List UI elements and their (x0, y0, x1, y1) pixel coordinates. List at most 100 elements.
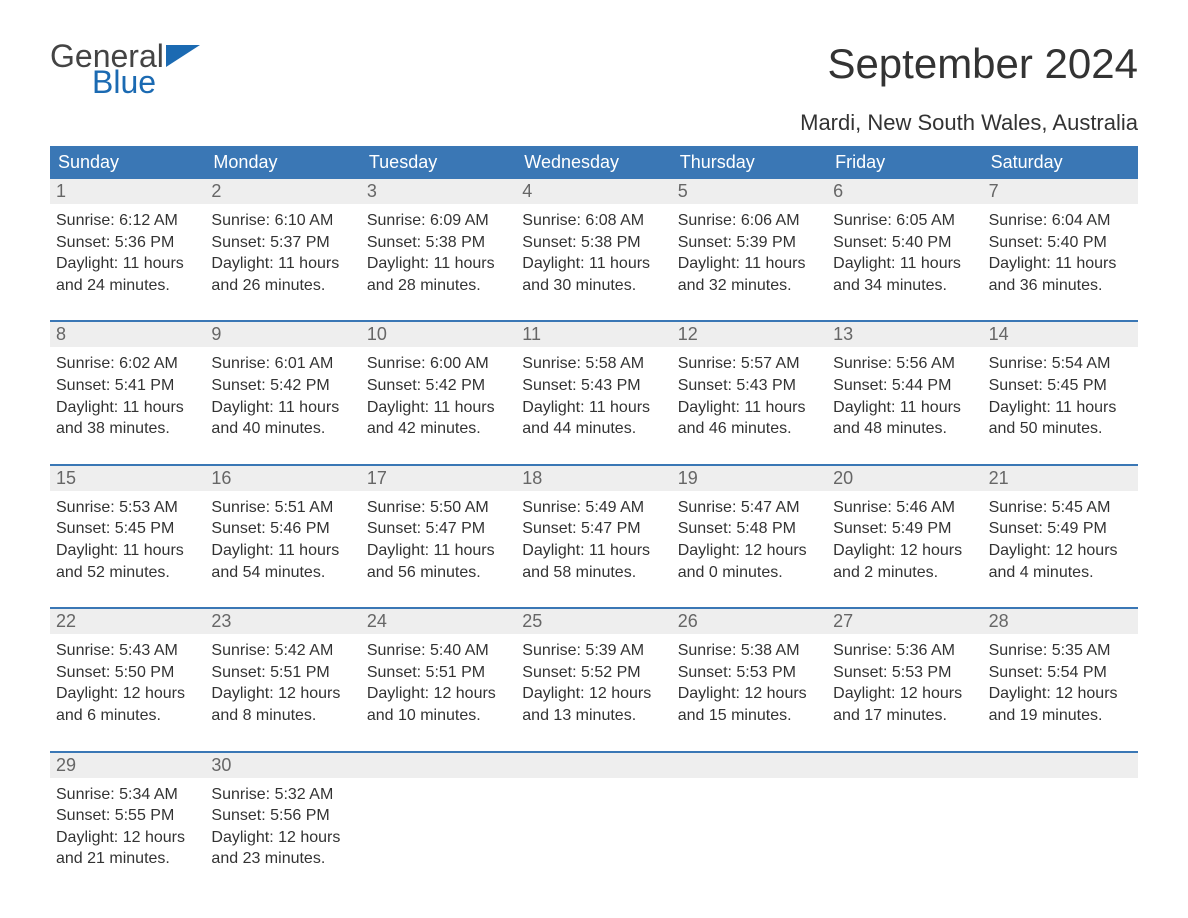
daylight-line: Daylight: 12 hours and 4 minutes. (989, 540, 1132, 583)
sunrise-line: Sunrise: 5:43 AM (56, 640, 199, 662)
day-cell: 17Sunrise: 5:50 AMSunset: 5:47 PMDayligh… (361, 466, 516, 587)
day-cell: 9Sunrise: 6:01 AMSunset: 5:42 PMDaylight… (205, 322, 360, 443)
day-number: 1 (50, 179, 205, 204)
day-number: 28 (983, 609, 1138, 634)
day-number: 6 (827, 179, 982, 204)
sunrise-line: Sunrise: 6:05 AM (833, 210, 976, 232)
flag-icon (166, 40, 200, 72)
weekday-header: Tuesday (361, 146, 516, 179)
day-number: 25 (516, 609, 671, 634)
daylight-line: Daylight: 11 hours and 32 minutes. (678, 253, 821, 296)
sunset-line: Sunset: 5:43 PM (522, 375, 665, 397)
day-number-empty (361, 753, 516, 778)
daylight-line: Daylight: 12 hours and 19 minutes. (989, 683, 1132, 726)
sunrise-line: Sunrise: 5:36 AM (833, 640, 976, 662)
day-body: Sunrise: 5:35 AMSunset: 5:54 PMDaylight:… (983, 634, 1138, 730)
day-body: Sunrise: 5:46 AMSunset: 5:49 PMDaylight:… (827, 491, 982, 587)
title-block: September 2024 (827, 40, 1138, 88)
daylight-line: Daylight: 12 hours and 2 minutes. (833, 540, 976, 583)
day-number: 20 (827, 466, 982, 491)
sunrise-line: Sunrise: 5:40 AM (367, 640, 510, 662)
sunset-line: Sunset: 5:48 PM (678, 518, 821, 540)
daylight-line: Daylight: 11 hours and 54 minutes. (211, 540, 354, 583)
sunrise-line: Sunrise: 5:51 AM (211, 497, 354, 519)
header: General Blue September 2024 (50, 40, 1138, 98)
weekday-header: Thursday (672, 146, 827, 179)
day-cell: 3Sunrise: 6:09 AMSunset: 5:38 PMDaylight… (361, 179, 516, 300)
day-number: 23 (205, 609, 360, 634)
sunset-line: Sunset: 5:56 PM (211, 805, 354, 827)
day-body: Sunrise: 5:42 AMSunset: 5:51 PMDaylight:… (205, 634, 360, 730)
day-number: 22 (50, 609, 205, 634)
sunset-line: Sunset: 5:45 PM (989, 375, 1132, 397)
day-body: Sunrise: 5:50 AMSunset: 5:47 PMDaylight:… (361, 491, 516, 587)
day-body: Sunrise: 5:51 AMSunset: 5:46 PMDaylight:… (205, 491, 360, 587)
daylight-line: Daylight: 11 hours and 26 minutes. (211, 253, 354, 296)
sunrise-line: Sunrise: 5:56 AM (833, 353, 976, 375)
daylight-line: Daylight: 12 hours and 15 minutes. (678, 683, 821, 726)
day-cell: 4Sunrise: 6:08 AMSunset: 5:38 PMDaylight… (516, 179, 671, 300)
sunset-line: Sunset: 5:42 PM (211, 375, 354, 397)
sunrise-line: Sunrise: 6:10 AM (211, 210, 354, 232)
month-title: September 2024 (827, 40, 1138, 88)
sunrise-line: Sunrise: 5:45 AM (989, 497, 1132, 519)
sunrise-line: Sunrise: 5:54 AM (989, 353, 1132, 375)
day-cell: 12Sunrise: 5:57 AMSunset: 5:43 PMDayligh… (672, 322, 827, 443)
sunset-line: Sunset: 5:46 PM (211, 518, 354, 540)
day-cell (361, 753, 516, 874)
day-body: Sunrise: 6:02 AMSunset: 5:41 PMDaylight:… (50, 347, 205, 443)
day-number: 27 (827, 609, 982, 634)
daylight-line: Daylight: 11 hours and 40 minutes. (211, 397, 354, 440)
day-body: Sunrise: 5:57 AMSunset: 5:43 PMDaylight:… (672, 347, 827, 443)
daylight-line: Daylight: 11 hours and 50 minutes. (989, 397, 1132, 440)
sunset-line: Sunset: 5:38 PM (367, 232, 510, 254)
day-body: Sunrise: 5:54 AMSunset: 5:45 PMDaylight:… (983, 347, 1138, 443)
day-cell: 2Sunrise: 6:10 AMSunset: 5:37 PMDaylight… (205, 179, 360, 300)
day-number: 13 (827, 322, 982, 347)
day-body: Sunrise: 5:56 AMSunset: 5:44 PMDaylight:… (827, 347, 982, 443)
sunrise-line: Sunrise: 5:46 AM (833, 497, 976, 519)
sunrise-line: Sunrise: 6:00 AM (367, 353, 510, 375)
daylight-line: Daylight: 11 hours and 56 minutes. (367, 540, 510, 583)
day-number: 29 (50, 753, 205, 778)
daylight-line: Daylight: 11 hours and 48 minutes. (833, 397, 976, 440)
daylight-line: Daylight: 12 hours and 17 minutes. (833, 683, 976, 726)
sunset-line: Sunset: 5:47 PM (367, 518, 510, 540)
day-body: Sunrise: 5:49 AMSunset: 5:47 PMDaylight:… (516, 491, 671, 587)
day-body: Sunrise: 6:08 AMSunset: 5:38 PMDaylight:… (516, 204, 671, 300)
daylight-line: Daylight: 11 hours and 36 minutes. (989, 253, 1132, 296)
day-number: 4 (516, 179, 671, 204)
calendar-week: 8Sunrise: 6:02 AMSunset: 5:41 PMDaylight… (50, 320, 1138, 443)
daylight-line: Daylight: 11 hours and 58 minutes. (522, 540, 665, 583)
sunrise-line: Sunrise: 6:02 AM (56, 353, 199, 375)
calendar: SundayMondayTuesdayWednesdayThursdayFrid… (50, 146, 1138, 874)
sunrise-line: Sunrise: 5:47 AM (678, 497, 821, 519)
day-cell: 18Sunrise: 5:49 AMSunset: 5:47 PMDayligh… (516, 466, 671, 587)
day-number: 9 (205, 322, 360, 347)
sunset-line: Sunset: 5:51 PM (367, 662, 510, 684)
calendar-week: 22Sunrise: 5:43 AMSunset: 5:50 PMDayligh… (50, 607, 1138, 730)
sunset-line: Sunset: 5:45 PM (56, 518, 199, 540)
daylight-line: Daylight: 11 hours and 38 minutes. (56, 397, 199, 440)
daylight-line: Daylight: 12 hours and 13 minutes. (522, 683, 665, 726)
day-number: 21 (983, 466, 1138, 491)
day-number-empty (827, 753, 982, 778)
sunset-line: Sunset: 5:55 PM (56, 805, 199, 827)
day-body: Sunrise: 5:36 AMSunset: 5:53 PMDaylight:… (827, 634, 982, 730)
day-number: 10 (361, 322, 516, 347)
day-body: Sunrise: 6:00 AMSunset: 5:42 PMDaylight:… (361, 347, 516, 443)
calendar-week: 1Sunrise: 6:12 AMSunset: 5:36 PMDaylight… (50, 179, 1138, 300)
day-number: 24 (361, 609, 516, 634)
sunrise-line: Sunrise: 5:38 AM (678, 640, 821, 662)
sunrise-line: Sunrise: 5:34 AM (56, 784, 199, 806)
sunset-line: Sunset: 5:52 PM (522, 662, 665, 684)
weekday-header: Sunday (50, 146, 205, 179)
day-cell (827, 753, 982, 874)
sunset-line: Sunset: 5:36 PM (56, 232, 199, 254)
logo: General Blue (50, 40, 200, 98)
day-number: 17 (361, 466, 516, 491)
day-number: 26 (672, 609, 827, 634)
day-cell (672, 753, 827, 874)
day-cell: 11Sunrise: 5:58 AMSunset: 5:43 PMDayligh… (516, 322, 671, 443)
day-body: Sunrise: 5:47 AMSunset: 5:48 PMDaylight:… (672, 491, 827, 587)
